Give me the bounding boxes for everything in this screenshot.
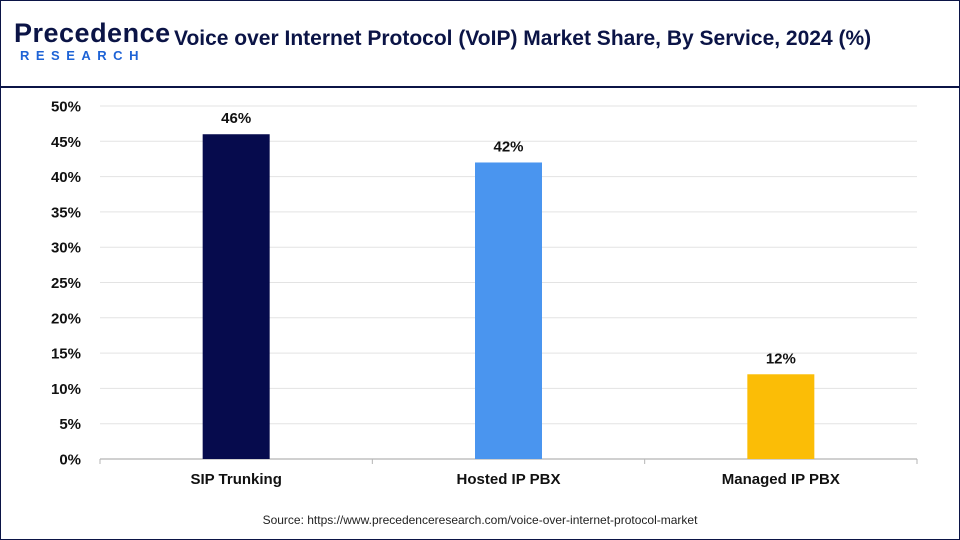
source-note: Source: https://www.precedenceresearch.c… [262,513,698,527]
bar [202,134,270,460]
y-tick-label: 10% [51,381,81,398]
y-tick-label: 25% [51,275,81,292]
precedence-research-logo: Precedence RESEARCH [14,18,170,68]
y-tick-label: 0% [59,452,81,469]
x-category-label: SIP Trunking [190,471,281,488]
header: Precedence RESEARCH Voice over Internet … [0,0,960,86]
y-tick-label: 40% [51,169,81,186]
logo-top-text: Precedence [14,18,171,48]
y-tick-label: 45% [51,134,81,151]
x-category-label: Managed IP PBX [722,471,840,488]
header-divider [0,86,960,88]
bar-chart: 0% 5% 10% 15% 20% 25% 30% 35% 40% 45% 50% 46% SIP Tr… [51,99,918,488]
y-tick-label: 20% [51,310,81,327]
x-category-label: Hosted IP PBX [457,471,561,488]
y-tick-label: 15% [51,346,81,363]
bar [747,374,815,459]
bar [475,162,542,459]
logo-bottom-text: RESEARCH [20,48,145,63]
chart-title: Voice over Internet Protocol (VoIP) Mark… [174,27,872,50]
bar-value-label: 12% [766,350,796,367]
y-tick-label: 50% [51,99,81,116]
bar-value-label: 42% [493,138,523,155]
y-tick-label: 30% [51,240,81,257]
y-tick-label: 5% [59,416,81,433]
bar-value-label: 46% [221,110,251,127]
y-tick-label: 35% [51,204,81,221]
